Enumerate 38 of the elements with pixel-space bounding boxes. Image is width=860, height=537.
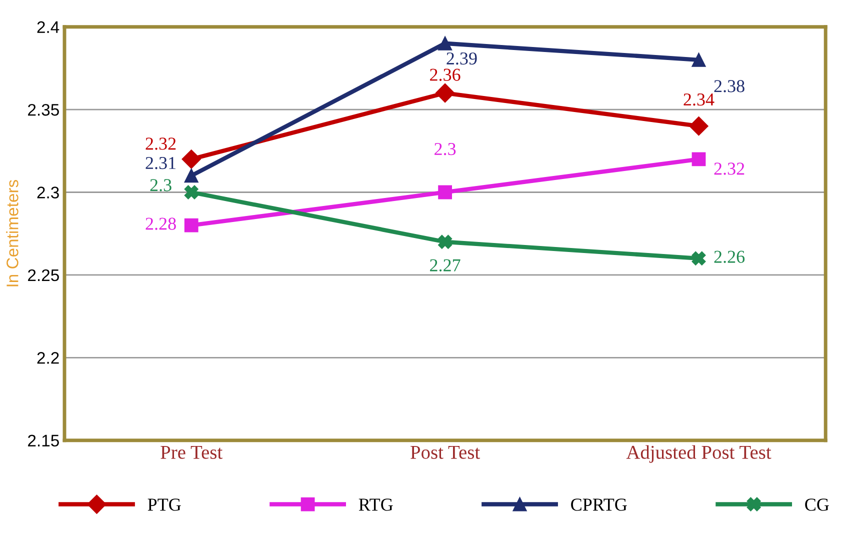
data-label: 2.34 [684, 93, 714, 106]
x-tick-label: Pre Test [160, 446, 223, 459]
y-tick-label: 2.4 [37, 21, 60, 33]
data-label: 2.28 [146, 218, 176, 230]
data-label: 2.26 [714, 250, 745, 264]
y-tick-label: 2.2 [37, 352, 59, 364]
legend-label: PTG [148, 498, 181, 511]
point [692, 152, 706, 166]
data-label: 2.38 [714, 80, 744, 92]
point [689, 116, 708, 136]
data-label: 2.3 [150, 179, 172, 192]
data-label: 2.39 [446, 52, 477, 65]
legend-label: RTG [358, 498, 393, 511]
point [184, 218, 198, 232]
x-tick-label: Adjusted Post Test [626, 445, 772, 463]
point [184, 185, 198, 200]
point [692, 251, 706, 266]
legend-label: CPRTG [571, 498, 627, 511]
point [438, 234, 452, 249]
y-tick-label: 2.25 [28, 269, 59, 282]
y-tick-label: 2.35 [28, 104, 59, 116]
data-label: 2.31 [146, 156, 176, 170]
y-axis-title: In Centimeters [6, 180, 18, 286]
point [436, 83, 455, 103]
data-label: 2.32 [146, 138, 176, 150]
data-label: 2.3 [434, 142, 456, 156]
data-label: 2.27 [430, 259, 460, 272]
legend-label: CG [805, 498, 829, 511]
data-label: 2.32 [714, 162, 744, 175]
y-tick-label: 2.15 [28, 434, 59, 447]
point [438, 36, 452, 50]
data-label: 2.36 [430, 68, 460, 81]
x-tick-label: Post Test [410, 446, 480, 459]
point [692, 52, 706, 67]
point [438, 185, 452, 200]
point [182, 150, 201, 169]
y-tick-label: 2.3 [37, 186, 59, 198]
point [184, 168, 198, 183]
